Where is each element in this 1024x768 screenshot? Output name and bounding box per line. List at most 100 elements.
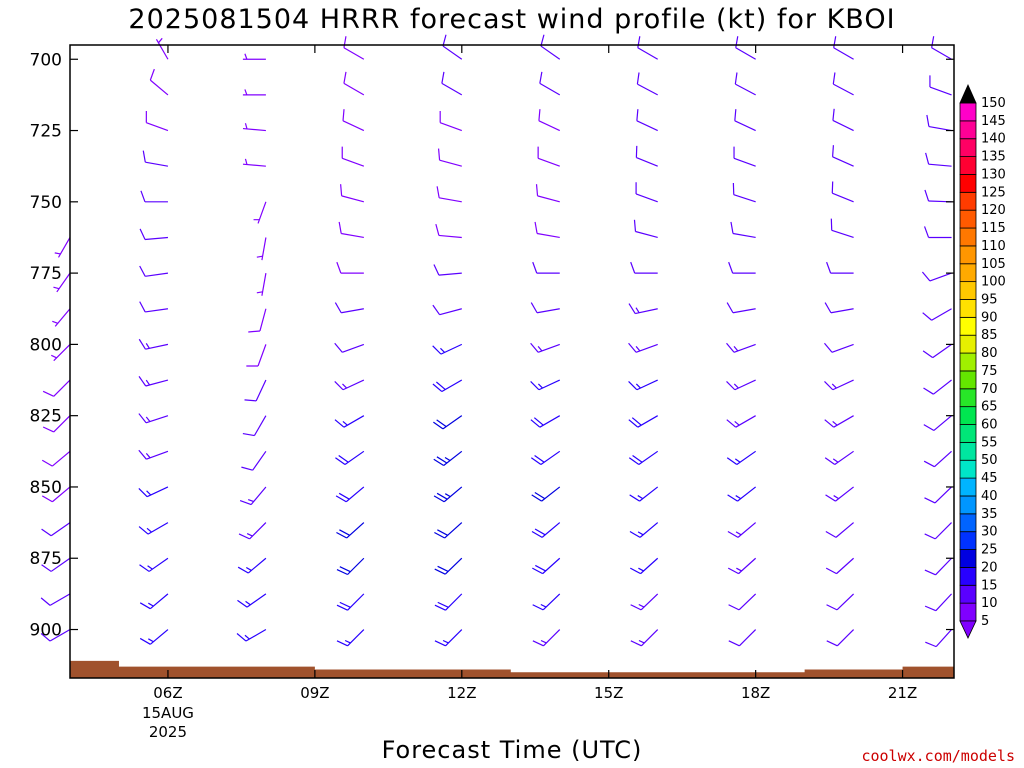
credit-link[interactable]: coolwx.com/models bbox=[861, 747, 1015, 765]
wind-barb bbox=[824, 450, 854, 466]
wind-barb bbox=[246, 344, 267, 367]
y-tick-label: 750 bbox=[30, 193, 62, 213]
colorbar-legend: 5 10 15 20 25 30 35 40 45 50 55 60 65 70 75 80 85 90 95 100… bbox=[959, 84, 1006, 639]
colorbar-label: 140 bbox=[981, 132, 1006, 147]
colorbar-swatch bbox=[959, 138, 977, 157]
colorbar-label: 100 bbox=[981, 275, 1006, 290]
colorbar-label: 80 bbox=[981, 346, 998, 361]
wind-barb bbox=[635, 182, 658, 203]
wind-barb bbox=[628, 303, 658, 315]
colorbar-top-cap bbox=[959, 84, 977, 104]
wind-barb bbox=[138, 522, 169, 535]
wind-barb bbox=[248, 308, 267, 333]
wind-barb bbox=[733, 146, 756, 167]
wind-barb bbox=[241, 450, 267, 471]
wind-barb bbox=[924, 557, 952, 576]
wind-barb bbox=[629, 557, 659, 575]
wind-barb bbox=[728, 593, 757, 611]
colorbar-swatch bbox=[959, 370, 977, 390]
wind-barb bbox=[833, 36, 854, 60]
wind-barb bbox=[530, 379, 561, 391]
x-tick-sublabel: 2025 bbox=[149, 723, 187, 741]
wind-barb bbox=[539, 71, 561, 96]
wind-barb bbox=[138, 376, 169, 387]
wind-barb bbox=[924, 189, 952, 203]
colorbar-swatch bbox=[959, 567, 977, 586]
wind-barb bbox=[832, 72, 854, 96]
wind-barb bbox=[628, 342, 658, 353]
plot-frame bbox=[69, 44, 955, 679]
wind-barb bbox=[139, 301, 169, 313]
wind-barb bbox=[52, 308, 71, 327]
wind-barb bbox=[334, 342, 365, 353]
colorbar-label: 40 bbox=[981, 489, 998, 504]
wind-barb bbox=[727, 486, 757, 502]
wind-barb bbox=[139, 557, 169, 572]
wind-barb bbox=[537, 146, 560, 167]
wind-barb bbox=[629, 486, 659, 502]
wind-barb bbox=[922, 343, 952, 359]
colorbar-swatch bbox=[959, 459, 977, 479]
wind-barb bbox=[149, 68, 169, 96]
colorbar-label: 150 bbox=[981, 96, 1006, 111]
wind-barb bbox=[434, 557, 463, 575]
colorbar-label: 10 bbox=[981, 596, 998, 611]
wind-barb bbox=[925, 629, 952, 648]
wind-barb bbox=[726, 302, 756, 314]
wind-barb bbox=[434, 629, 463, 647]
wind-barb bbox=[824, 379, 854, 391]
colorbar-swatch bbox=[959, 334, 977, 354]
wind-barb bbox=[925, 152, 952, 167]
wind-barb bbox=[637, 36, 659, 60]
wind-barb bbox=[139, 593, 169, 610]
wind-barb bbox=[923, 450, 952, 468]
wind-barb bbox=[728, 629, 757, 647]
wind-barb bbox=[138, 449, 169, 460]
wind-barb bbox=[139, 629, 169, 645]
wind-barb bbox=[433, 486, 463, 503]
colorbar-swatch bbox=[959, 531, 977, 550]
wind-barb bbox=[726, 342, 756, 353]
wind-barb bbox=[532, 557, 561, 575]
wind-barb bbox=[256, 273, 267, 296]
wind-barb bbox=[825, 557, 855, 575]
wind-barb bbox=[335, 486, 365, 503]
wind-barb bbox=[53, 272, 71, 293]
wind-barb bbox=[139, 265, 169, 277]
wind-barb bbox=[441, 71, 463, 96]
colorbar-label: 130 bbox=[981, 167, 1006, 182]
colorbar-swatch bbox=[959, 227, 977, 247]
wind-barb bbox=[540, 34, 561, 60]
wind-barb bbox=[336, 557, 365, 576]
colorbar-label: 65 bbox=[981, 400, 998, 415]
colorbar-swatch bbox=[959, 120, 977, 140]
wind-barb bbox=[41, 486, 71, 503]
colorbar-swatch bbox=[959, 424, 977, 443]
colorbar-swatch bbox=[959, 191, 977, 211]
wind-barb bbox=[921, 271, 952, 282]
wind-barb bbox=[826, 261, 854, 274]
wind-barb bbox=[338, 221, 364, 239]
wind-barb bbox=[730, 221, 756, 239]
wind-barb bbox=[343, 36, 365, 60]
wind-barb bbox=[530, 450, 561, 466]
wind-barb bbox=[831, 145, 854, 167]
wind-barb bbox=[630, 629, 659, 647]
wind-barb bbox=[531, 486, 561, 502]
colorbar-label: 85 bbox=[981, 328, 998, 343]
wind-barb bbox=[432, 304, 462, 316]
y-tick-label: 775 bbox=[30, 264, 62, 284]
wind-barb bbox=[236, 629, 267, 642]
wind-barb bbox=[340, 184, 365, 203]
wind-barb bbox=[931, 36, 952, 60]
y-axis: 700 725 750 775 800 825 850 875 900 bbox=[30, 50, 954, 641]
x-axis-label: Forecast Time (UTC) bbox=[382, 736, 643, 764]
colorbar-swatch bbox=[959, 263, 977, 283]
x-tick-sublabel: 15AUG bbox=[142, 704, 194, 722]
wind-barb bbox=[434, 593, 463, 611]
colorbar-label: 95 bbox=[981, 292, 998, 307]
wind-barb bbox=[242, 89, 266, 96]
wind-barb bbox=[826, 593, 855, 611]
wind-barb bbox=[727, 522, 757, 538]
y-tick-label: 800 bbox=[30, 335, 62, 355]
